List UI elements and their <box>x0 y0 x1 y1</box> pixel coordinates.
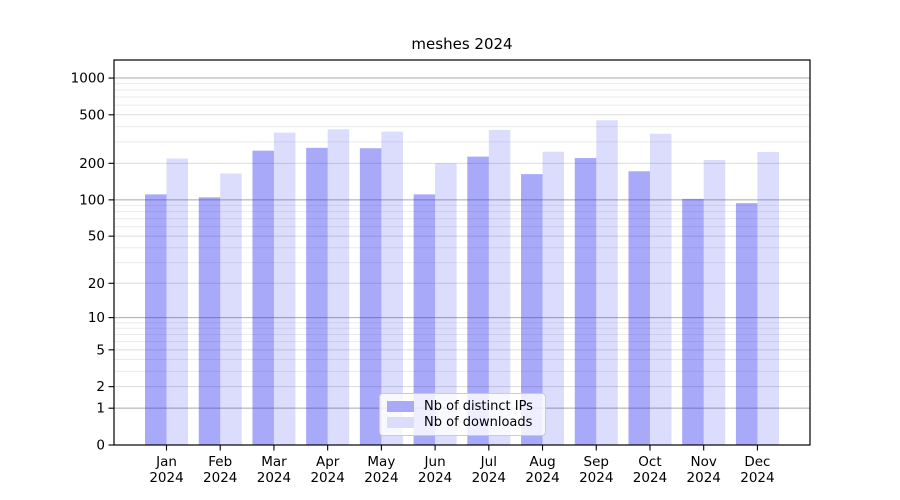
x-tick-label-year: 2024 <box>525 470 559 486</box>
legend-label-distinct-ips: Nb of distinct IPs <box>424 399 533 414</box>
x-tick-label-year: 2024 <box>687 470 721 486</box>
x-tick-label-month: Sep <box>584 454 609 470</box>
x-tick-label-month: Dec <box>744 454 770 470</box>
legend-swatch-downloads <box>387 417 414 428</box>
x-tick-label-month: Apr <box>316 454 340 470</box>
bar-ips-sep <box>574 158 597 446</box>
x-tick-label-year: 2024 <box>310 470 344 486</box>
x-tick-label-year: 2024 <box>203 470 237 486</box>
y-tick-label: 1 <box>96 401 105 417</box>
x-tick-label-year: 2024 <box>418 470 452 486</box>
x-tick-label-year: 2024 <box>257 470 291 486</box>
bar-ips-jun <box>413 194 436 445</box>
bar-downloads-jul <box>488 129 511 445</box>
bar-downloads-aug <box>542 151 565 445</box>
y-tick-label: 5 <box>96 342 105 358</box>
x-tick-label-year: 2024 <box>740 470 774 486</box>
x-tick-label-year: 2024 <box>633 470 667 486</box>
y-tick-label: 100 <box>79 192 105 208</box>
x-tick-label-month: Oct <box>638 454 661 470</box>
chart-title: meshes 2024 <box>411 35 513 53</box>
x-tick-label-month: Aug <box>529 454 555 470</box>
bar-downloads-jan <box>166 158 188 445</box>
bar-ips-oct <box>628 171 650 445</box>
bar-ips-mar <box>252 150 274 446</box>
bar-downloads-sep <box>596 120 618 445</box>
x-tick-label-month: Feb <box>208 454 232 470</box>
legend-row-distinct-ips: Nb of distinct IPs <box>387 399 537 414</box>
bar-ips-nov <box>682 198 704 445</box>
bar-ips-apr <box>306 147 328 445</box>
bar-downloads-jun <box>435 163 457 445</box>
bar-downloads-apr <box>327 129 350 445</box>
x-tick-label-month: Mar <box>261 454 287 470</box>
bar-downloads-dec <box>757 151 779 445</box>
bar-ips-jul <box>467 156 489 445</box>
bar-ips-may <box>359 148 382 445</box>
x-tick-label-year: 2024 <box>579 470 613 486</box>
bar-ips-aug <box>521 174 543 445</box>
bar-ips-feb <box>198 197 221 445</box>
bar-ips-dec <box>735 203 758 445</box>
y-tick-label: 500 <box>79 107 105 123</box>
bar-ips-jan <box>145 194 167 445</box>
bar-downloads-feb <box>220 173 242 445</box>
bar-downloads-oct <box>649 133 672 446</box>
x-tick-label-month: Jul <box>480 454 497 470</box>
y-tick-label: 20 <box>88 276 105 292</box>
x-tick-label-month: Jun <box>424 454 446 470</box>
x-tick-label-year: 2024 <box>472 470 506 486</box>
legend-row-downloads: Nb of downloads <box>387 415 537 430</box>
bar-downloads-mar <box>273 132 296 446</box>
x-tick-label-month: Jan <box>155 454 177 470</box>
x-tick-label-year: 2024 <box>149 470 183 486</box>
y-tick-label: 1000 <box>71 71 105 87</box>
x-tick-label-year: 2024 <box>364 470 398 486</box>
x-tick-label-month: Nov <box>691 454 717 470</box>
y-tick-label: 2 <box>96 379 105 395</box>
legend-label-downloads: Nb of downloads <box>424 415 533 430</box>
y-tick-label: 50 <box>88 229 105 245</box>
plot-border <box>113 59 811 446</box>
legend-swatch-distinct-ips <box>387 401 414 412</box>
y-tick-label: 200 <box>79 156 105 172</box>
x-tick-label-month: May <box>367 454 395 470</box>
bar-downloads-may <box>381 131 403 445</box>
bar-downloads-nov <box>703 159 726 445</box>
y-tick-label: 0 <box>96 438 105 454</box>
y-tick-label: 10 <box>88 310 105 326</box>
legend: Nb of distinct IPs Nb of downloads <box>379 393 546 436</box>
